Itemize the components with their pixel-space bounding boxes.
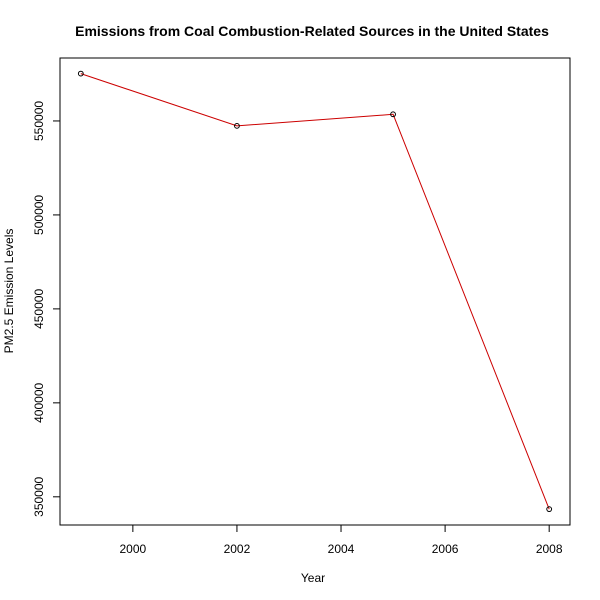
y-tick-label: 500000 (32, 195, 46, 235)
y-tick-label: 350000 (32, 476, 46, 516)
y-axis-label: PM2.5 Emission Levels (2, 229, 16, 354)
x-tick-label: 2004 (328, 542, 355, 556)
data-point (77, 70, 84, 77)
y-axis: 350000 400000 450000 500000 550000 (32, 101, 61, 517)
series-line (80, 73, 550, 510)
chart-title: Emissions from Coal Combustion-Related S… (75, 23, 549, 39)
data-point (390, 111, 396, 118)
x-tick-label: 2008 (536, 542, 563, 556)
x-axis: 2000 2002 2004 2006 2008 (120, 524, 563, 556)
x-tick-label: 2002 (224, 542, 251, 556)
y-tick-label: 550000 (32, 101, 46, 141)
x-tick-label: 2006 (432, 542, 459, 556)
series-layer (77, 70, 553, 513)
data-point (234, 122, 240, 129)
x-axis-label: Year (301, 571, 325, 585)
x-tick-label: 2000 (120, 542, 147, 556)
y-tick-label: 450000 (32, 289, 46, 329)
data-point (546, 506, 553, 513)
y-tick-label: 400000 (32, 383, 46, 423)
